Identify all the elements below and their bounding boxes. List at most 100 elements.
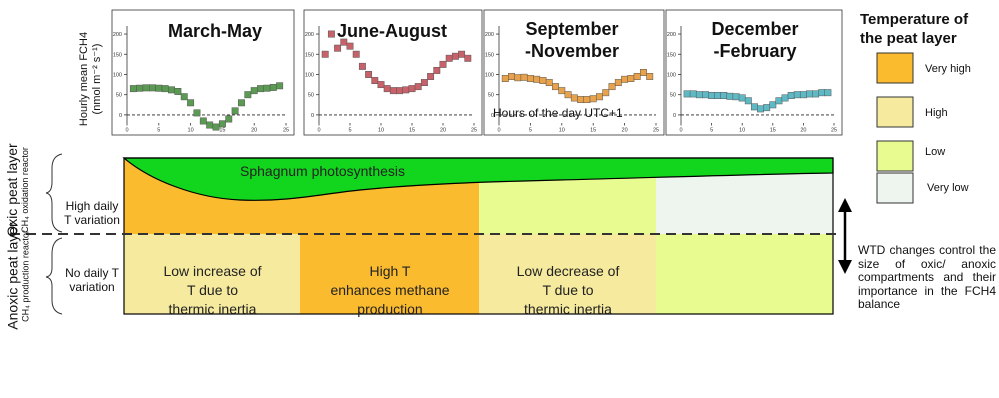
data-point: [639, 69, 647, 76]
data-point: [168, 86, 175, 94]
x-tick-label: 0: [679, 128, 682, 134]
data-point: [377, 81, 385, 89]
chart-june-august: 0 50 100 150 200 0 5 10 15 20 25: [303, 9, 483, 136]
data-point: [583, 96, 591, 103]
y-tick-label: 100: [113, 72, 122, 78]
x-tick-label: 20: [622, 128, 628, 134]
zone3-line2: T due to: [542, 282, 594, 298]
y-tick-label: 150: [113, 52, 122, 58]
y-tick-label: 200: [667, 32, 676, 38]
data-point: [577, 96, 585, 103]
zone-text-june-august: High T enhances methane production: [305, 262, 475, 319]
data-point: [501, 75, 509, 82]
data-point: [793, 91, 801, 99]
zone-text-march-may: Low increase of T due to thermic inertia: [130, 262, 295, 319]
anoxic-zone-march-may: [124, 234, 300, 314]
data-point: [263, 84, 271, 92]
data-point: [250, 87, 258, 95]
data-point: [464, 54, 472, 62]
data-point: [781, 94, 789, 102]
y-tick-label: 100: [485, 72, 494, 78]
y-tick-label: 0: [311, 113, 314, 119]
data-point: [129, 85, 137, 93]
data-point: [352, 50, 360, 58]
y-tick-label: 100: [305, 72, 314, 78]
data-point: [558, 87, 566, 95]
x-tick-label: 10: [739, 128, 745, 134]
anoxic-zone-december-february: [656, 234, 833, 314]
panel-title-dec-line2: -February: [713, 41, 797, 61]
y-tick-label: 0: [673, 113, 676, 119]
peat-diagram: [10, 153, 852, 315]
data-point: [244, 91, 252, 99]
data-point: [763, 104, 771, 112]
x-tick-label: 5: [529, 128, 532, 134]
legend-title-line2: the peat layer: [860, 30, 957, 47]
anoxic-layer-subtitle-text: CH₄ production reactor: [20, 230, 31, 322]
x-tick-label: 15: [409, 128, 415, 134]
data-point: [799, 91, 807, 99]
oxic-variation-line1: High daily: [65, 199, 119, 213]
x-tick-label: 0: [497, 128, 500, 134]
data-point: [750, 103, 758, 111]
zone1-line1: Low increase of: [163, 263, 262, 279]
zone3-line1: Low decrease of: [516, 263, 620, 279]
legend-swatch-very-low: [876, 172, 914, 204]
legend-label-high: High: [925, 107, 948, 119]
data-point: [824, 89, 832, 97]
data-point: [451, 52, 459, 60]
legend-title: Temperature of the peat layer: [860, 10, 995, 48]
panel-title-june-august: June-August: [312, 20, 472, 42]
legend-label-very-high: Very high: [925, 63, 971, 75]
zone2-line2: enhances methane: [330, 282, 450, 298]
y-tick-label: 200: [305, 32, 314, 38]
data-point: [174, 88, 182, 95]
x-tick-label: 0: [317, 128, 320, 134]
data-point: [526, 75, 534, 82]
legend-label-low: Low: [925, 146, 946, 158]
chart-x-axis-title: Hours of the day UTC+1: [493, 106, 623, 120]
ylabel-line1: Hourly mean FCH4: [78, 31, 90, 127]
data-point: [402, 86, 410, 94]
panel-title-dec-line1: December: [711, 19, 799, 39]
x-tick-label: 15: [219, 128, 225, 134]
oxic-variation-label: High daily T variation: [60, 199, 124, 227]
x-tick-label: 20: [440, 128, 446, 134]
data-point: [238, 99, 245, 107]
data-point: [327, 30, 335, 38]
data-point: [218, 120, 226, 128]
data-point: [420, 79, 428, 87]
data-point: [383, 85, 391, 93]
data-point: [714, 92, 722, 99]
data-point: [334, 44, 342, 52]
data-point: [564, 91, 572, 99]
data-point: [552, 83, 559, 91]
y-tick-label: 50: [488, 93, 494, 99]
anoxic-zone-september-november: [479, 234, 656, 314]
x-tick-label: 5: [710, 128, 713, 134]
data-point: [371, 77, 379, 84]
x-tick-label: 0: [125, 128, 128, 134]
legend-swatch-very-high: [876, 52, 914, 84]
data-point: [818, 89, 826, 97]
panel-title-march-may: March-May: [130, 20, 300, 42]
photosynthesis-band: [122, 157, 834, 201]
zone-text-september-november: Low decrease of T due to thermic inertia: [483, 262, 653, 319]
data-point: [812, 90, 820, 98]
photosynthesis-label: Sphagnum photosynthesis: [240, 163, 405, 179]
x-tick-label: 15: [770, 128, 776, 134]
data-point: [720, 92, 728, 99]
data-point: [365, 71, 373, 78]
y-tick-label: 0: [491, 113, 494, 119]
data-point: [738, 94, 746, 102]
data-point: [695, 91, 703, 99]
data-point: [683, 90, 691, 98]
data-point: [533, 75, 541, 83]
data-point: [602, 89, 610, 97]
data-point: [539, 77, 547, 84]
data-point: [439, 60, 447, 68]
chart-frame: [483, 9, 665, 136]
x-tick-label: 5: [348, 128, 351, 134]
wtd-description: WTD changes control the size of oxic/ an…: [858, 243, 996, 311]
